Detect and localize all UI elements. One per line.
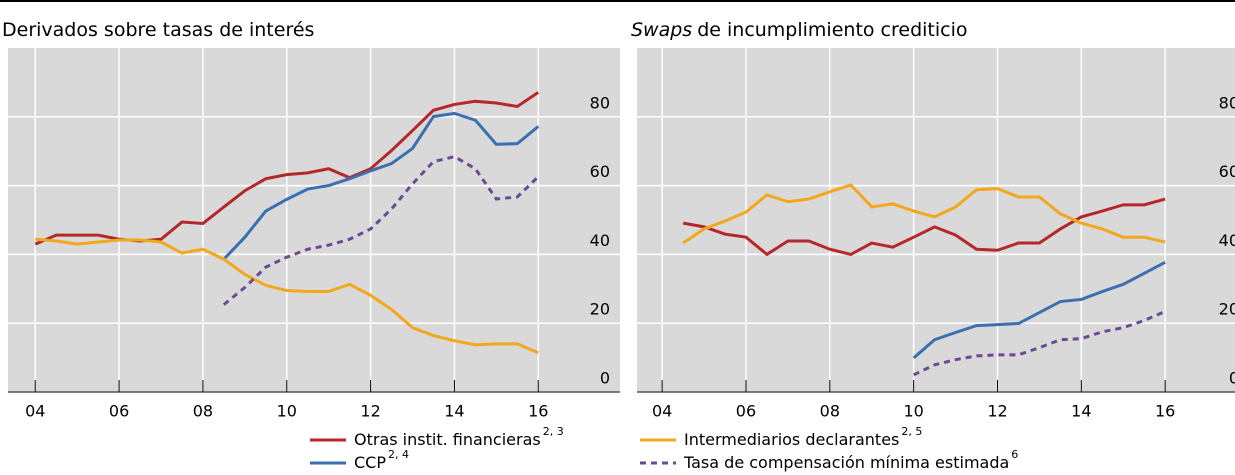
- series-line: [913, 310, 1166, 377]
- x-tick-label: 08: [193, 402, 213, 421]
- x-tick-label: 12: [987, 402, 1007, 421]
- x-tick-label: 10: [277, 402, 297, 421]
- legend-name: Otras instit. financieras: [354, 430, 541, 449]
- legend-footnote: 2, 5: [901, 425, 922, 438]
- y-tick-label: 40: [1219, 231, 1235, 250]
- y-tick-label: 20: [590, 300, 610, 319]
- legend-name: CCP: [354, 453, 386, 472]
- series-line: [222, 155, 540, 306]
- x-tick-label: 12: [360, 402, 380, 421]
- x-tick-label: 16: [1155, 402, 1175, 421]
- chart-title: Derivados sobre tasas de interés: [2, 19, 314, 41]
- x-tick-label: 08: [820, 402, 840, 421]
- y-tick-label: 80: [1219, 93, 1235, 112]
- y-tick-label: 20: [1219, 300, 1235, 319]
- y-tick-label: 60: [1219, 162, 1235, 181]
- x-tick-label: 16: [528, 402, 548, 421]
- chart-title-italic: Swaps: [631, 19, 692, 41]
- x-tick-label: 14: [1071, 402, 1091, 421]
- legend-label: Otras instit. financieras 2, 3: [354, 425, 564, 449]
- series-line: [222, 111, 540, 261]
- x-tick-label: 10: [903, 402, 923, 421]
- x-tick-label: 04: [652, 402, 672, 421]
- series-line: [682, 197, 1166, 257]
- x-tick-label: 04: [25, 402, 45, 421]
- legend-footnote: 2, 4: [388, 448, 409, 461]
- series-line: [912, 260, 1166, 360]
- x-tick-label: 06: [109, 402, 129, 421]
- y-tick-label: 80: [590, 93, 610, 112]
- plot-area: [637, 48, 1235, 392]
- x-tick-label: 14: [444, 402, 464, 421]
- y-tick-label: 0: [1229, 369, 1235, 388]
- y-tick-label: 60: [590, 162, 610, 181]
- chart-title-text: de incumplimiento crediticio: [697, 19, 967, 41]
- chart-title-text: Derivados sobre tasas de interés: [2, 19, 314, 41]
- y-tick-label: 0: [600, 369, 610, 388]
- series-line: [682, 183, 1166, 245]
- legend-name: Intermediarios declarantes: [684, 430, 899, 449]
- chart-title: Swaps de incumplimiento crediticio: [631, 19, 968, 41]
- legend-name: Tasa de compensación mínima estimada: [683, 453, 1009, 472]
- legend-footnote: 6: [1011, 448, 1018, 461]
- x-tick-label: 06: [736, 402, 756, 421]
- y-tick-label: 40: [590, 231, 610, 250]
- legend-label: CCP 2, 4: [354, 448, 409, 472]
- series-line: [35, 237, 539, 355]
- legend-footnote: 2, 3: [543, 425, 564, 438]
- legend-label: Tasa de compensación mínima estimada 6: [683, 448, 1018, 472]
- legend-label: Intermediarios declarantes 2, 5: [684, 425, 922, 449]
